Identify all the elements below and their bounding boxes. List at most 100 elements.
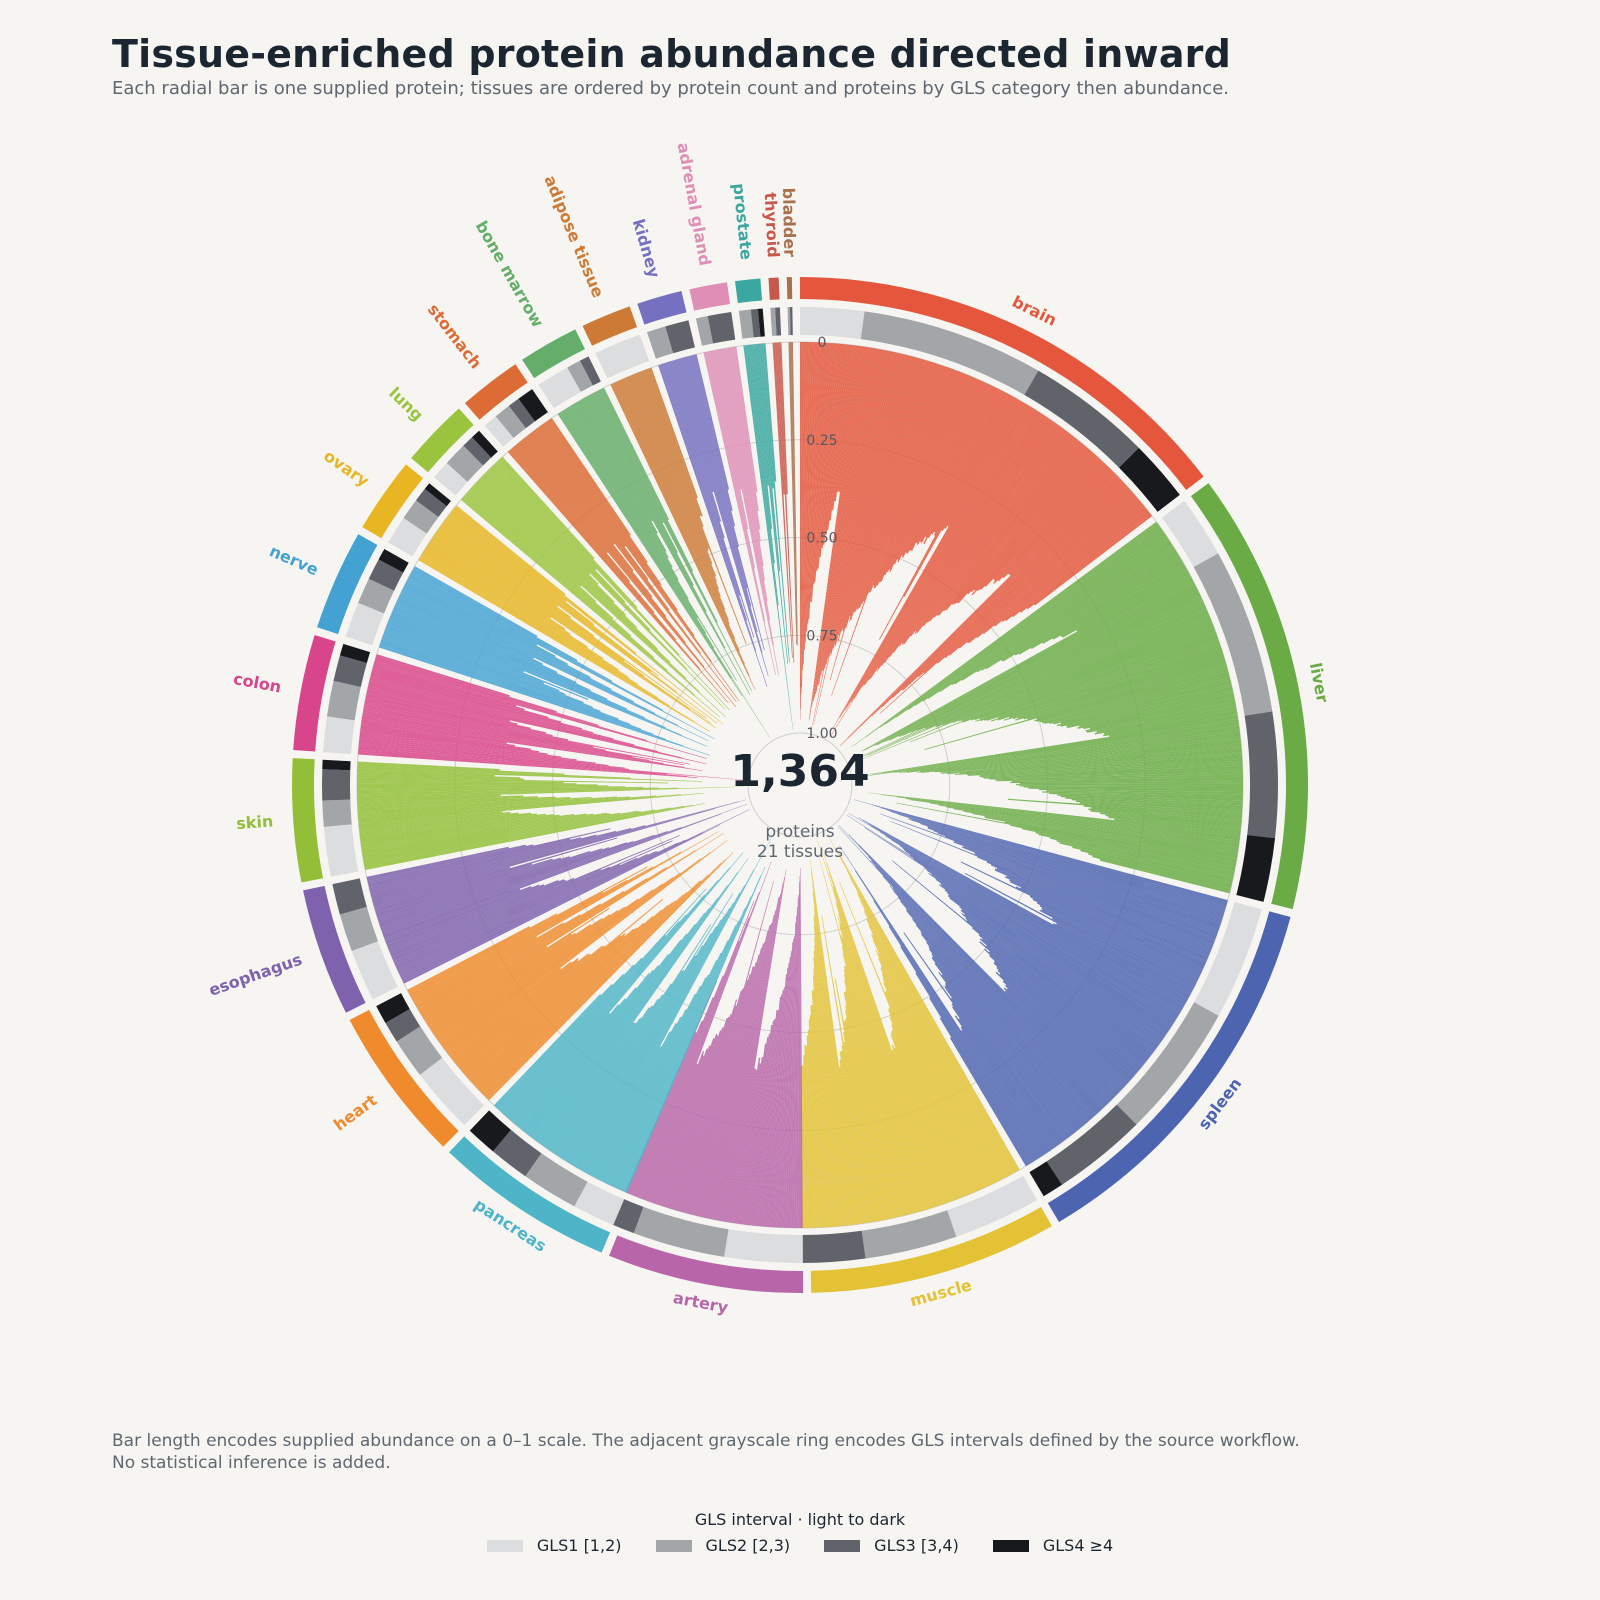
protein-bar — [489, 467, 688, 670]
protein-bar — [402, 832, 704, 982]
protein-bar — [436, 530, 645, 677]
gls-segment — [1119, 447, 1180, 512]
protein-bar — [548, 419, 648, 563]
protein-bar — [841, 1045, 872, 1223]
protein-bar — [957, 449, 1092, 604]
protein-bar — [393, 607, 645, 719]
protein-bar — [370, 675, 594, 734]
protein-bar — [971, 927, 1142, 1069]
gls-segment — [463, 437, 492, 466]
protein-bar — [368, 682, 658, 752]
protein-bar — [549, 418, 631, 536]
protein-bar — [1001, 505, 1146, 622]
protein-bar — [981, 938, 1139, 1072]
protein-bar — [817, 343, 838, 569]
protein-bar — [1066, 688, 1233, 727]
protein-bar — [884, 373, 968, 576]
protein-bar — [986, 639, 1220, 721]
protein-bar — [945, 836, 1218, 935]
protein-bar — [679, 988, 744, 1212]
protein-bar — [771, 962, 790, 1228]
protein-bar — [742, 1037, 769, 1225]
axis-tick-label: 0.25 — [806, 433, 837, 449]
protein-bar — [829, 344, 852, 521]
protein-bar — [844, 979, 901, 1218]
protein-bar — [357, 774, 524, 781]
protein-bar — [373, 664, 517, 707]
protein-bar — [384, 630, 601, 712]
legend-item-gls2: GLS2 [2,3) — [655, 1536, 790, 1555]
protein-bar — [793, 894, 800, 1228]
protein-bar — [360, 814, 554, 840]
protein-bar — [709, 923, 773, 1220]
protein-bar — [372, 799, 747, 903]
protein-bar — [791, 898, 799, 1228]
protein-bar — [472, 484, 726, 717]
protein-bar — [571, 933, 712, 1166]
protein-bar — [694, 354, 730, 490]
protein-bar — [692, 354, 733, 512]
protein-bar — [813, 925, 846, 1226]
protein-bar — [853, 799, 1228, 903]
protein-bar — [1023, 786, 1243, 790]
protein-bar — [960, 909, 1151, 1059]
protein-bar — [961, 913, 1148, 1062]
protein-bar — [995, 772, 1243, 781]
protein-bar — [643, 861, 772, 1201]
protein-bar — [645, 369, 702, 517]
protein-bar — [370, 827, 632, 897]
protein-bar — [938, 884, 1161, 1044]
protein-bar — [910, 384, 992, 551]
protein-bar — [405, 581, 591, 679]
protein-bar — [891, 1050, 948, 1204]
protein-bar — [810, 869, 859, 1225]
protein-bar — [477, 480, 671, 663]
protein-bar — [557, 412, 743, 696]
protein-bar — [939, 538, 1170, 693]
protein-bar — [908, 819, 1223, 920]
protein-bar — [666, 1017, 728, 1209]
protein-bar — [660, 1035, 719, 1207]
protein-bar — [530, 432, 737, 702]
protein-bar — [474, 483, 700, 693]
protein-bar — [1046, 790, 1243, 797]
protein-bar — [844, 974, 903, 1217]
protein-bar — [908, 817, 1225, 916]
gls-segment — [860, 311, 1039, 395]
protein-bar — [358, 752, 698, 778]
protein-bar — [376, 654, 510, 697]
protein-bar — [422, 550, 639, 685]
gls-segment — [1046, 1104, 1137, 1185]
protein-bar — [825, 344, 847, 535]
protein-bar — [843, 992, 894, 1219]
protein-bar — [958, 1018, 1051, 1152]
protein-bar — [677, 990, 742, 1212]
protein-bar — [980, 458, 1102, 590]
protein-bar — [714, 910, 776, 1221]
protein-bar — [818, 349, 882, 686]
protein-bar — [372, 666, 525, 711]
protein-bar — [361, 716, 685, 768]
protein-bar — [917, 736, 1241, 773]
protein-bar — [888, 1007, 966, 1197]
protein-bar — [402, 587, 656, 714]
protein-bar — [443, 858, 702, 1051]
protein-bar — [871, 825, 1185, 1007]
protein-bar — [801, 342, 809, 687]
protein-bar — [883, 982, 974, 1194]
protein-bar — [643, 369, 704, 528]
protein-bar — [683, 979, 749, 1214]
protein-bar — [873, 369, 957, 589]
protein-bar — [358, 792, 704, 824]
protein-bar — [927, 435, 1075, 623]
protein-bar — [890, 821, 1212, 951]
protein-bar — [1086, 703, 1236, 733]
protein-bar — [1060, 681, 1232, 724]
protein-bar — [477, 891, 688, 1091]
protein-bar — [962, 846, 1215, 945]
tissue-label-adrenal-gland: adrenal gland — [674, 141, 715, 267]
protein-bar — [360, 730, 548, 755]
protein-bar — [1076, 568, 1188, 632]
protein-bar — [997, 641, 1220, 719]
